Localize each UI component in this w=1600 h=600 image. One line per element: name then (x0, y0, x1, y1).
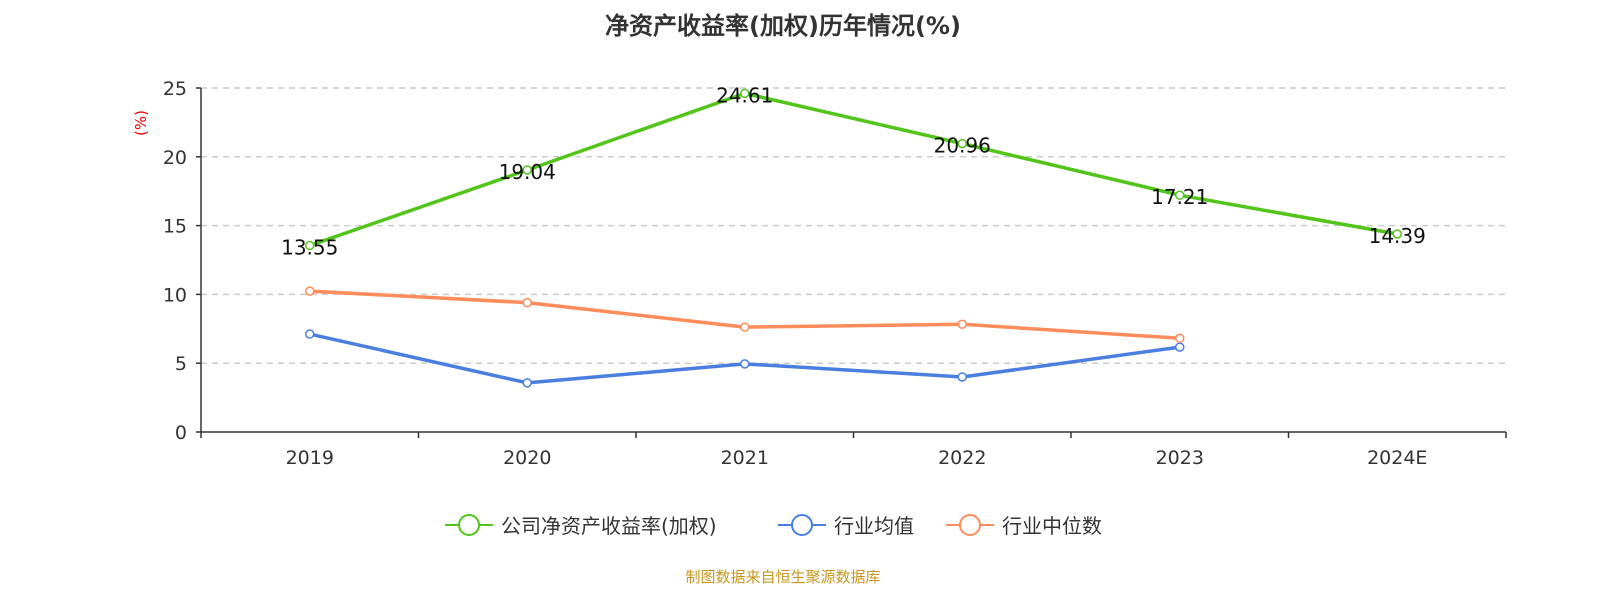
x-tick-label: 2022 (938, 447, 986, 469)
x-tick-label: 2019 (286, 447, 334, 469)
legend-marker (959, 514, 981, 536)
y-tick-label: 10 (163, 284, 187, 306)
data-point (305, 286, 315, 296)
y-tick-label: 0 (175, 422, 187, 444)
y-tick-label: 20 (163, 147, 187, 169)
x-tick-label: 2021 (721, 447, 769, 469)
legend-marker (458, 514, 480, 536)
data-point (957, 372, 967, 382)
data-point (522, 165, 532, 175)
data-point (740, 359, 750, 369)
y-tick-label: 15 (163, 216, 187, 238)
series-line (309, 332, 1180, 385)
data-label: 14.39 (1369, 224, 1426, 248)
data-point (740, 322, 750, 332)
y-axis-label: (%) (132, 110, 150, 136)
chart-title: 净资产收益率(加权)历年情况(%) (605, 12, 961, 40)
series-line (309, 91, 1398, 248)
x-tick-label: 2024E (1367, 447, 1427, 469)
data-label: 20.96 (934, 134, 991, 158)
data-point (522, 297, 532, 308)
data-point (522, 378, 532, 388)
data-point (1392, 229, 1402, 239)
legend-marker (791, 514, 813, 536)
data-point (957, 138, 967, 149)
data-label: 24.61 (716, 83, 773, 107)
data-point (305, 240, 315, 251)
data-label: 13.55 (281, 236, 338, 260)
y-tick-label: 25 (163, 78, 187, 100)
source-note: 制图数据来自恒生聚源数据库 (685, 568, 881, 586)
data-label: 17.21 (1151, 185, 1208, 209)
data-point (1175, 190, 1185, 200)
data-point (957, 319, 967, 330)
legend-label: 行业均值 (834, 514, 914, 538)
y-tick-label: 5 (175, 353, 187, 375)
legend-label: 公司净资产收益率(加权) (501, 514, 717, 538)
legend-label: 行业中位数 (1002, 514, 1102, 538)
x-tick-label: 2020 (503, 447, 551, 469)
data-point (1175, 342, 1185, 352)
data-label: 19.04 (499, 160, 556, 184)
x-tick-label: 2023 (1156, 447, 1204, 469)
data-point (740, 88, 750, 99)
data-point (305, 329, 315, 339)
data-point (1175, 333, 1185, 344)
